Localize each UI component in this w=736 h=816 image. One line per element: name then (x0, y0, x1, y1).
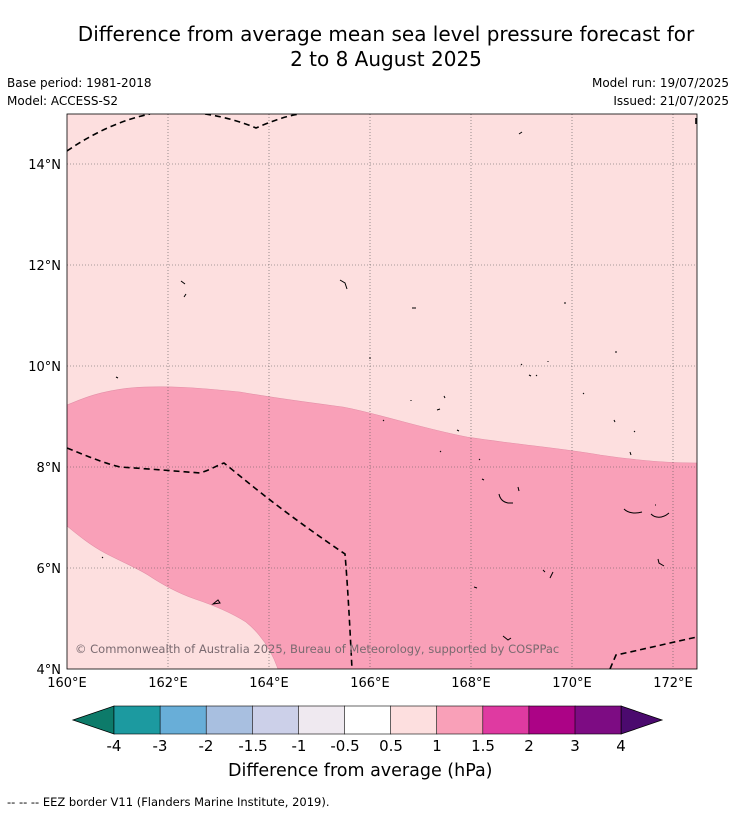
cbar-swatch-10 (528, 705, 576, 735)
map-title: Difference from average mean sea level p… (0, 22, 736, 72)
cbar-tick-4: 4 (616, 737, 626, 755)
cbar-swatch-1 (113, 705, 161, 735)
cbar-swatch-9 (482, 705, 530, 735)
cbar-tick-minus-1: -1 (292, 737, 307, 755)
latitude-labels: 14°N 12°N 10°N 8°N 6°N 4°N (28, 158, 61, 678)
cbar-tick-minus-0-5: -0.5 (330, 737, 359, 755)
cbar-tick-1: 1 (432, 737, 442, 755)
lon-label-166e: 166°E (350, 676, 390, 691)
cbar-swatch-11 (574, 705, 622, 735)
cbar-swatch-7 (390, 705, 438, 735)
copyright-notice: © Commonwealth of Australia 2025, Bureau… (75, 642, 559, 656)
lat-label-12n: 12°N (28, 259, 61, 274)
cbar-swatch-3 (205, 705, 253, 735)
lon-label-168e: 168°E (451, 676, 491, 691)
cbar-swatch-5 (298, 705, 346, 735)
title-line-1: Difference from average mean sea level p… (77, 22, 695, 46)
map-frame (66, 113, 698, 670)
model-run: Model run: 19/07/2025 (591, 76, 729, 90)
lon-label-162e: 162°E (148, 676, 188, 691)
cbar-tick-minus-4: -4 (107, 737, 122, 755)
lat-label-10n: 10°N (28, 360, 61, 375)
band-1-to-1-5 (67, 386, 697, 669)
cbar-extend-high (620, 705, 664, 735)
meta-right: Model run: 19/07/2025 Issued: 21/07/2025 (592, 74, 729, 110)
eez-border (67, 114, 697, 669)
cbar-tick-1-5: 1.5 (471, 737, 495, 755)
colorbar-title: Difference from average (hPa) (228, 761, 493, 781)
cbar-swatch-2 (159, 705, 207, 735)
lon-label-164e: 164°E (249, 676, 289, 691)
lat-label-4n: 4°N (37, 663, 62, 678)
colorbar-swatches (71, 705, 664, 735)
lat-label-6n: 6°N (37, 562, 62, 577)
cbar-tick-minus-3: -3 (153, 737, 168, 755)
lon-label-172e: 172°E (653, 676, 693, 691)
map-plot-area (67, 114, 697, 669)
graticule (67, 114, 697, 669)
model-name: Model: ACCESS-S2 (7, 94, 119, 108)
lat-label-8n: 8°N (37, 461, 62, 476)
colorbar-ticks: -4 -3 -2 -1.5 -1 -0.5 0.5 1 1.5 2 3 4 (107, 737, 626, 755)
lon-label-160e: 160°E (47, 676, 87, 691)
eez-legend-footnote: -- -- -- EEZ border V11 (Flanders Marine… (7, 795, 330, 809)
cbar-tick-minus-1-5: -1.5 (238, 737, 267, 755)
issued-date: Issued: 21/07/2025 (613, 94, 729, 108)
meta-left: Base period: 1981-2018 Model: ACCESS-S2 (7, 74, 152, 110)
cbar-tick-0-5: 0.5 (379, 737, 403, 755)
cbar-extend-low (71, 705, 115, 735)
cbar-swatch-4 (252, 705, 300, 735)
base-period: Base period: 1981-2018 (7, 76, 152, 90)
cbar-swatch-6 (344, 705, 392, 735)
cbar-swatch-8 (436, 705, 484, 735)
cbar-tick-2: 2 (524, 737, 534, 755)
cbar-tick-minus-2: -2 (199, 737, 214, 755)
lat-label-14n: 14°N (28, 158, 61, 173)
islands (101, 131, 670, 641)
title-line-2: 2 to 8 August 2025 (290, 47, 482, 71)
colorbar: -4 -3 -2 -1.5 -1 -0.5 0.5 1 1.5 2 3 4 (71, 705, 664, 755)
lon-label-170e: 170°E (552, 676, 592, 691)
longitude-labels: 160°E 162°E 164°E 166°E 168°E 170°E 172°… (47, 676, 693, 691)
cbar-tick-3: 3 (570, 737, 580, 755)
